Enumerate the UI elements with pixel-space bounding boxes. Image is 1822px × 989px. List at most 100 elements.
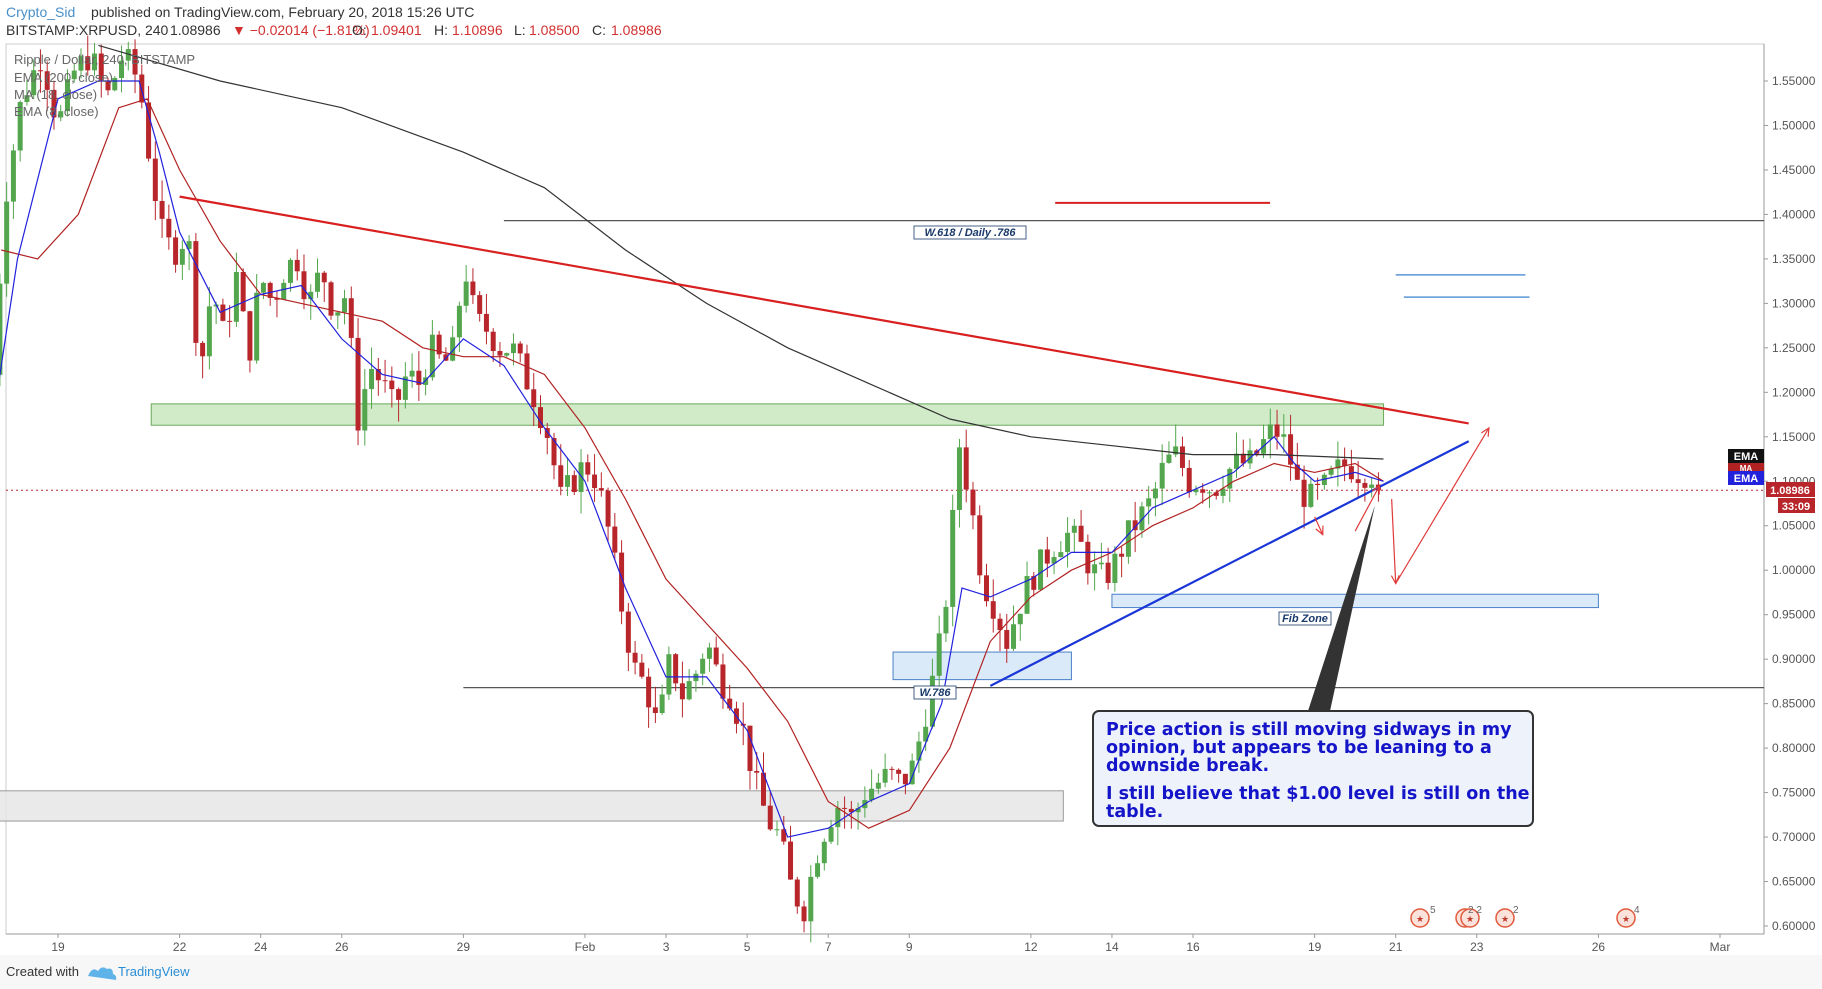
candle — [1159, 444, 1165, 506]
candle-body — [659, 694, 665, 714]
candle — [673, 653, 679, 692]
candle-body — [1186, 467, 1192, 493]
candle-body — [808, 876, 814, 922]
price-tick-label: 0.75000 — [1772, 786, 1816, 800]
candle — [531, 373, 537, 427]
event-badge-3[interactable]: ★ 2 — [1495, 905, 1519, 928]
close-value: 1.08986 — [611, 22, 662, 38]
candle — [152, 141, 158, 221]
ema200-line[interactable] — [98, 44, 1384, 460]
candle-body — [342, 298, 348, 313]
red-arrow-3[interactable] — [1395, 426, 1490, 584]
support-trendline[interactable] — [989, 440, 1470, 687]
candle-body — [193, 241, 199, 343]
candle — [713, 636, 719, 667]
legend-ema8[interactable]: EMA (8, close) — [14, 104, 99, 119]
candle-body — [58, 111, 64, 118]
time-tick-label: 5 — [744, 940, 751, 954]
candle — [720, 653, 726, 709]
candle-body — [78, 56, 84, 71]
fib-zone-box[interactable] — [1111, 593, 1599, 609]
footer-tradingview-link[interactable]: TradingView — [118, 964, 190, 979]
candle-body — [1267, 424, 1273, 440]
candle-body — [1308, 483, 1314, 507]
gray-support-zone[interactable] — [0, 790, 1064, 822]
candle-body — [835, 807, 841, 828]
candle-body — [929, 675, 935, 727]
candle-body — [314, 272, 320, 292]
candle-body — [1355, 479, 1361, 483]
red-arrow-1[interactable] — [1354, 484, 1381, 532]
candle — [808, 865, 814, 943]
candle — [1112, 546, 1118, 592]
candle — [774, 821, 780, 837]
high-label: H: — [434, 22, 448, 38]
candle — [1335, 441, 1341, 487]
candle — [700, 653, 706, 686]
candle — [274, 291, 280, 318]
red-arrow-4[interactable] — [1314, 516, 1324, 536]
candle — [335, 311, 341, 329]
low-value: 1.08500 — [529, 22, 580, 38]
legend-ma18[interactable]: MA (18, close) — [14, 87, 97, 102]
green-resistance-zone[interactable] — [150, 403, 1385, 426]
event-badge-1[interactable]: ★ 5 — [1410, 905, 1436, 928]
candle-body — [571, 475, 577, 493]
candle-body — [909, 760, 915, 785]
flag-icon: ★ — [1416, 914, 1424, 924]
time-tick-label: 21 — [1389, 940, 1403, 954]
candle — [666, 646, 672, 700]
tradingview-logo-icon[interactable] — [88, 967, 117, 980]
price-tick-label: 0.60000 — [1772, 919, 1816, 933]
fib-label-bottom[interactable]: W.786 — [913, 685, 957, 700]
blue-fib-box[interactable] — [892, 651, 1072, 681]
callout-note[interactable]: Price action is still moving sidways in … — [1092, 505, 1534, 827]
price-tick-label: 0.70000 — [1772, 830, 1816, 844]
candle-body — [1011, 624, 1017, 649]
candle-body — [1294, 464, 1300, 480]
candle-body — [98, 53, 104, 81]
candle-body — [1240, 453, 1246, 464]
fib-label-top[interactable]: W.618 / Daily .786 — [913, 225, 1027, 240]
ma18-line[interactable] — [1, 98, 1384, 829]
ema8-line[interactable] — [0, 80, 1384, 838]
candle — [1281, 414, 1287, 453]
candle-body — [206, 306, 212, 357]
candle — [592, 454, 598, 502]
time-axis[interactable]: 19 22 24 26 29 Feb 3 5 7 9 12 14 16 19 21 23 26 Mar — [51, 934, 1730, 954]
candle — [1024, 561, 1030, 614]
candle — [10, 144, 16, 219]
candle — [828, 819, 834, 844]
price-tick-label: 1.00000 — [1772, 563, 1816, 577]
legend-ema200[interactable]: EMA (200, close) — [14, 70, 113, 85]
candle — [1051, 551, 1057, 575]
candle-body — [619, 552, 625, 612]
candle — [625, 602, 631, 672]
ema-tag-bottom: EMA — [1728, 471, 1764, 485]
candle-body — [943, 606, 949, 634]
candle — [1078, 510, 1084, 543]
candle-body — [483, 313, 489, 332]
candle-body — [565, 475, 571, 487]
price-axis[interactable]: 1.55000 1.50000 1.45000 1.40000 1.35000 1.300… — [1764, 74, 1816, 933]
candle — [389, 366, 395, 408]
candle-body — [321, 272, 327, 283]
event-badge-4[interactable]: ★ 4 — [1616, 905, 1640, 928]
candle-body — [17, 102, 23, 151]
event-badge-2[interactable]: ★ 2 2 — [1455, 905, 1482, 928]
candle — [970, 481, 976, 530]
candle-body — [1119, 553, 1125, 557]
candle — [112, 76, 118, 92]
candle-body — [4, 201, 10, 284]
author-link[interactable]: Crypto_Sid — [6, 4, 75, 20]
candle-body — [821, 841, 827, 864]
fib-zone-label[interactable]: Fib Zone — [1278, 611, 1332, 626]
candle-body — [260, 282, 266, 293]
time-tick-label: 12 — [1024, 940, 1038, 954]
candle — [1240, 439, 1246, 467]
candle-body — [470, 281, 476, 296]
candle-body — [287, 259, 293, 283]
resistance-trendline[interactable] — [179, 195, 1469, 425]
candle — [470, 268, 476, 304]
